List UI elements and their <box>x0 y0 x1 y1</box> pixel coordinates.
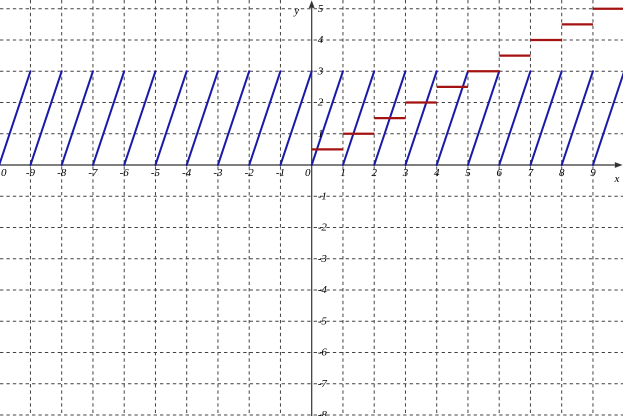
svg-text:6: 6 <box>496 167 502 179</box>
svg-text:2: 2 <box>371 167 377 179</box>
svg-text:-6: -6 <box>120 167 130 179</box>
svg-text:4: 4 <box>434 167 440 179</box>
svg-text:-2: -2 <box>318 222 328 234</box>
svg-text:3: 3 <box>402 167 409 179</box>
svg-text:-4: -4 <box>318 284 328 296</box>
svg-text:y: y <box>293 5 299 17</box>
svg-text:9: 9 <box>590 167 596 179</box>
svg-text:-1: -1 <box>318 190 327 202</box>
svg-text:3: 3 <box>317 65 324 77</box>
svg-text:-8: -8 <box>318 409 328 416</box>
svg-text:2: 2 <box>318 97 324 109</box>
svg-text:4: 4 <box>318 34 324 46</box>
svg-text:1: 1 <box>318 128 324 140</box>
svg-text:5: 5 <box>318 3 324 15</box>
svg-text:-7: -7 <box>88 167 98 179</box>
svg-text:5: 5 <box>465 167 471 179</box>
svg-text:8: 8 <box>559 167 565 179</box>
svg-text:-6: -6 <box>318 347 328 359</box>
svg-text:-10: -10 <box>0 167 7 179</box>
svg-text:1: 1 <box>340 167 346 179</box>
svg-text:-3: -3 <box>213 167 223 179</box>
svg-text:-4: -4 <box>182 167 192 179</box>
svg-text:7: 7 <box>528 167 534 179</box>
svg-text:x: x <box>614 173 620 185</box>
svg-text:-5: -5 <box>151 167 161 179</box>
svg-text:-2: -2 <box>245 167 255 179</box>
svg-text:-7: -7 <box>318 378 328 390</box>
svg-text:-5: -5 <box>318 315 328 327</box>
svg-text:-9: -9 <box>26 167 36 179</box>
svg-text:-3: -3 <box>318 253 328 265</box>
svg-text:-8: -8 <box>57 167 67 179</box>
svg-text:0: 0 <box>305 167 311 179</box>
svg-text:-1: -1 <box>276 167 285 179</box>
